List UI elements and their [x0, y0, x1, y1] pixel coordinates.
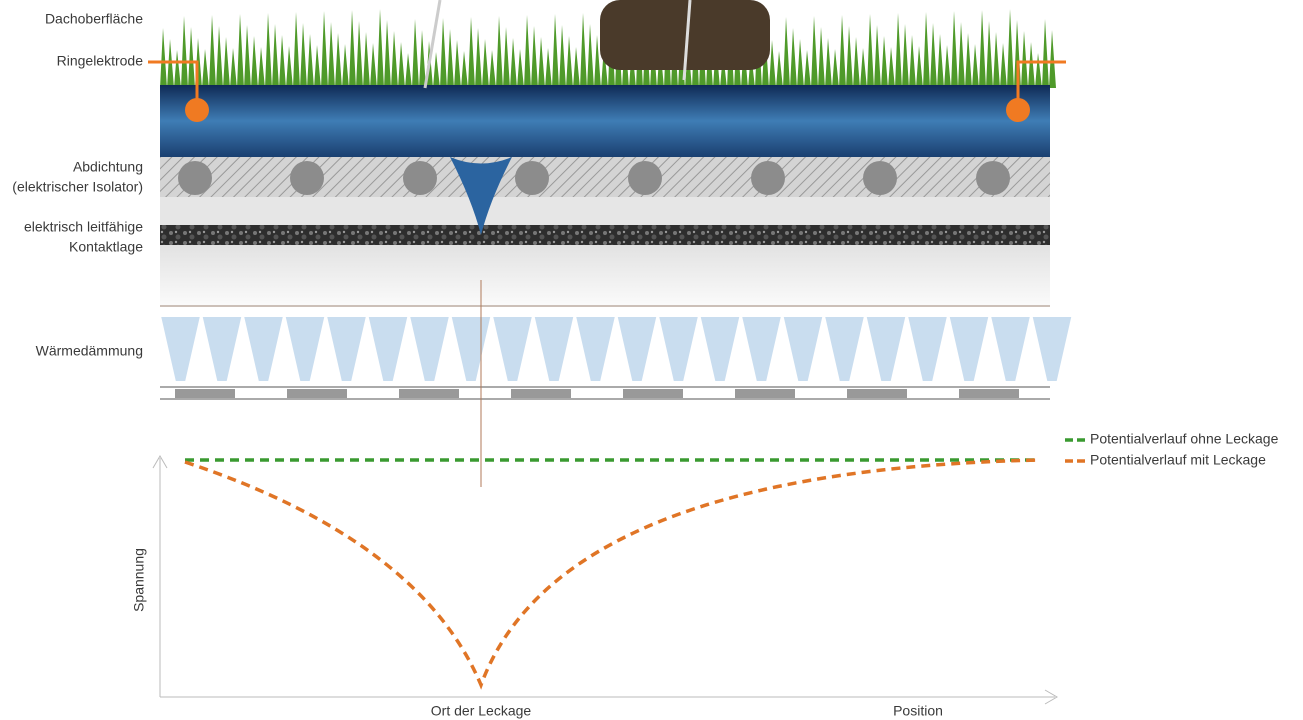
stud — [751, 161, 785, 195]
insulation-cell — [241, 315, 286, 383]
deck-plate — [623, 389, 683, 398]
arrow — [152, 455, 168, 469]
deck-plate — [511, 389, 571, 398]
insulation-cell — [739, 315, 784, 383]
probe — [423, 0, 442, 89]
studs — [178, 161, 1010, 195]
x-label: Position — [893, 703, 943, 719]
deck-plate — [847, 389, 907, 398]
label: Dachoberfläche — [45, 11, 143, 27]
label: Wärmedämmung — [36, 343, 143, 359]
insulation-cell — [947, 315, 991, 383]
stud — [976, 161, 1010, 195]
arrow — [1044, 689, 1058, 705]
electrode-lead — [148, 60, 199, 110]
insulation-cell — [324, 315, 369, 383]
insulation-cell — [698, 315, 742, 383]
insulation-cell — [615, 315, 659, 383]
layer — [160, 197, 1050, 225]
insulation-cell — [656, 315, 701, 383]
electrode — [1006, 98, 1030, 122]
label: Abdichtung — [73, 159, 143, 175]
grass-blades — [160, 9, 1056, 88]
leak-drop — [450, 157, 512, 235]
contact-layer — [160, 225, 1050, 245]
legend-label: Potentialverlauf mit Leckage — [1090, 452, 1266, 468]
deck-plate — [959, 389, 1019, 398]
grass — [160, 9, 1056, 88]
boot — [600, 0, 770, 70]
probe — [682, 0, 692, 81]
x-label: Ort der Leckage — [431, 703, 532, 719]
stud — [515, 161, 549, 195]
insulation-cell — [1030, 315, 1074, 383]
insulation-cell — [449, 315, 493, 383]
deck — [175, 389, 1019, 398]
insulation-cell — [158, 315, 203, 383]
water-layer — [160, 85, 1050, 157]
stud — [178, 161, 212, 195]
insulation-cell — [366, 315, 410, 383]
stud — [403, 161, 437, 195]
insulation-cell — [490, 315, 535, 383]
insulation-cell — [573, 315, 618, 383]
electrode-lead — [1016, 60, 1066, 110]
insulation-cell — [283, 315, 327, 383]
insulation — [158, 315, 1074, 383]
stud — [863, 161, 897, 195]
deck-plate — [735, 389, 795, 398]
deck-plate — [399, 389, 459, 398]
label: (elektrischer Isolator) — [12, 179, 143, 195]
label: Ringelektrode — [57, 53, 144, 69]
label: elektrisch leitfähige — [24, 219, 143, 235]
y-axis-label: Spannung — [131, 548, 147, 612]
deck-plate — [175, 389, 235, 398]
layer — [160, 245, 1050, 305]
stud — [290, 161, 324, 195]
insulation-cell — [822, 315, 867, 383]
insulation-cell — [532, 315, 576, 383]
deck-plate — [287, 389, 347, 398]
stud — [628, 161, 662, 195]
insulation-cell — [988, 315, 1033, 383]
electrode — [185, 98, 209, 122]
label: Kontaktlage — [69, 239, 143, 255]
insulation-cell — [200, 315, 244, 383]
insulation-cell — [905, 315, 950, 383]
curve-leak — [184, 458, 1041, 690]
insulation-cell — [781, 315, 825, 383]
legend-label: Potentialverlauf ohne Leckage — [1090, 431, 1279, 447]
insulation-cell — [864, 315, 908, 383]
insulation-cell — [407, 315, 452, 383]
